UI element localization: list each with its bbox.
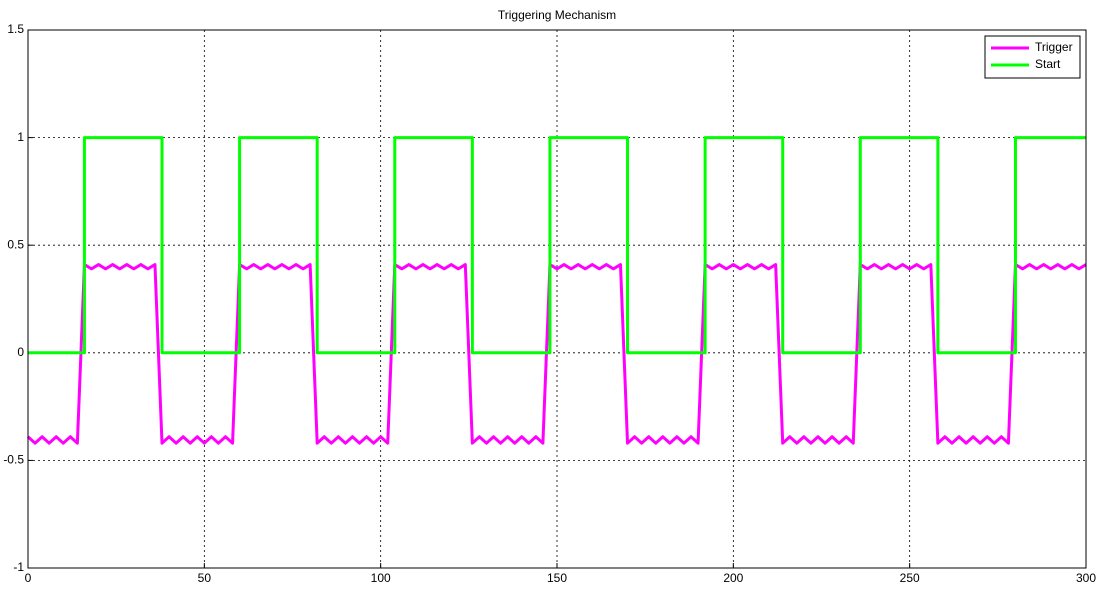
- x-tick-label: 100: [371, 571, 391, 585]
- legend-label: Start: [1035, 57, 1061, 71]
- x-tick-label: 300: [1076, 571, 1096, 585]
- plot-area: [28, 30, 1086, 568]
- legend-box: [984, 35, 1081, 79]
- series-line: [28, 136, 1086, 355]
- chart-title: Triggering Mechanism: [498, 8, 616, 22]
- x-tick-label: 150: [547, 571, 567, 585]
- y-tick-label: 1.5: [7, 22, 24, 36]
- y-tick-label: 1: [17, 130, 24, 144]
- y-tick-label: 0: [17, 345, 24, 359]
- y-tick-label: -1: [13, 560, 24, 574]
- y-tick-label: 0.5: [7, 237, 24, 251]
- series-line: [26, 263, 1087, 445]
- y-tick-label: -0.5: [3, 453, 24, 467]
- legend: Trigger Start: [984, 35, 1081, 79]
- legend-label: Trigger: [1035, 40, 1073, 54]
- plot-frame: [27, 29, 1087, 569]
- x-tick-label: 50: [198, 571, 212, 585]
- x-tick-label: 250: [900, 571, 920, 585]
- x-tick-label: 0: [25, 571, 32, 585]
- x-tick-label: 200: [723, 571, 743, 585]
